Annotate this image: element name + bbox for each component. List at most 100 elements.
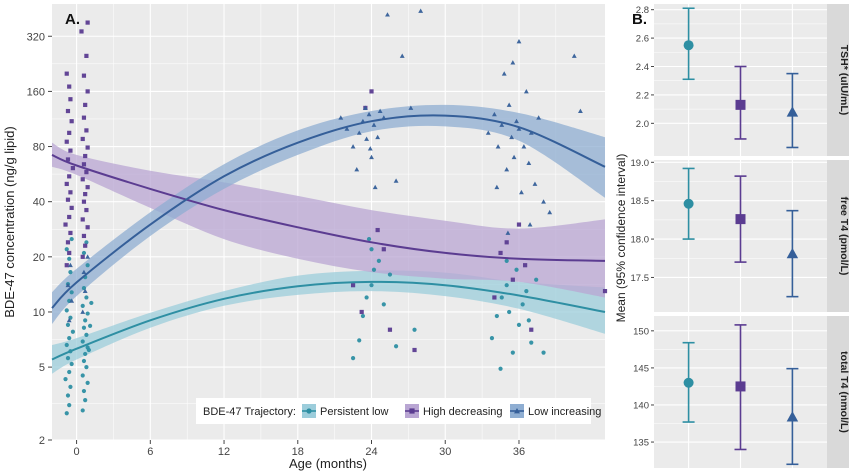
data-point-persistent-low: [357, 338, 362, 343]
data-point-high-decreasing: [516, 222, 522, 227]
data-point-persistent-low: [498, 366, 503, 371]
data-point-persistent-low: [64, 308, 69, 313]
facet-y-tick-label: 150: [633, 326, 649, 337]
panel-a-tag: A.: [65, 11, 80, 28]
panel-b: B. Mean (95% confidence interval) TSH* (…: [614, 4, 850, 468]
data-point-persistent-low: [510, 350, 515, 355]
data-point-persistent-low: [67, 369, 72, 375]
data-point-low-increasing: [362, 105, 368, 110]
data-point-low-increasing: [504, 167, 510, 172]
data-point-high-decreasing: [492, 295, 497, 300]
data-point-low-increasing: [526, 160, 532, 165]
data-point-persistent-low: [67, 403, 72, 408]
x-tick-label: 36: [513, 446, 525, 458]
data-point-low-increasing: [81, 269, 87, 275]
data-point-low-increasing: [372, 184, 378, 190]
data-point-high-decreasing: [67, 250, 72, 256]
x-tick-label: 6: [147, 446, 153, 458]
y-tick-label: 20: [33, 252, 45, 264]
panel-a-y-ticks: 2 5 10 20 40 80 160 320: [27, 31, 52, 447]
y-tick-label: 10: [33, 307, 45, 319]
facet-strip: [827, 4, 849, 156]
facet-strip-label: total T4 (nmol/L): [838, 351, 850, 433]
data-point-high-decreasing: [85, 89, 90, 94]
data-point-low-increasing: [371, 122, 377, 127]
data-point-high-decreasing: [63, 222, 68, 227]
panel-a-confidence-bands: [52, 104, 605, 374]
data-point-persistent-low: [81, 388, 87, 394]
data-point-high-decreasing: [67, 174, 72, 179]
data-point-persistent-low: [83, 318, 88, 323]
error-bar-low-increasing: [786, 367, 799, 466]
data-point-persistent-low: [381, 302, 386, 307]
data-point-high-decreasing: [602, 288, 608, 294]
data-point-low-increasing: [65, 282, 71, 288]
data-point-low-increasing: [485, 130, 491, 135]
data-point-high-decreasing: [68, 190, 73, 195]
data-point-low-increasing: [516, 126, 522, 131]
data-point-low-increasing: [350, 144, 356, 149]
facet-y-tick-label: 18.5: [631, 196, 650, 207]
data-point-high-decreasing: [412, 347, 417, 353]
data-point-high-decreasing: [85, 20, 90, 25]
data-point-high-decreasing: [81, 115, 87, 120]
data-point-persistent-low: [85, 311, 90, 316]
data-point-persistent-low: [376, 258, 381, 264]
data-point-high-decreasing: [523, 263, 528, 268]
data-point-persistent-low: [364, 295, 369, 300]
data-point-persistent-low: [84, 295, 89, 300]
data-point-high-decreasing: [504, 240, 509, 245]
data-point-persistent-low: [350, 355, 356, 361]
data-point-persistent-low: [369, 247, 374, 252]
data-point-high-decreasing: [68, 97, 73, 102]
data-point-persistent-low: [70, 329, 75, 334]
data-point-low-increasing: [505, 230, 511, 235]
data-point-low-increasing: [369, 154, 374, 160]
data-point-high-decreasing: [81, 73, 87, 78]
y-tick-label: 160: [27, 86, 45, 98]
legend-key-marker: [306, 408, 312, 414]
data-point-high-decreasing: [79, 29, 84, 34]
data-point-low-increasing: [408, 105, 414, 110]
data-point-low-increasing: [344, 126, 350, 131]
fit-line-high-decreasing: [51, 153, 606, 262]
data-point-persistent-low: [80, 303, 85, 308]
error-bar-high-decreasing: [734, 324, 747, 451]
data-point-low-increasing: [495, 144, 501, 149]
data-point-high-decreasing: [64, 139, 69, 144]
data-point-high-decreasing: [67, 130, 72, 135]
data-point-persistent-low: [83, 398, 88, 403]
data-point-persistent-low: [65, 322, 71, 327]
y-tick-label: 5: [39, 362, 45, 374]
data-point-high-decreasing: [64, 263, 69, 268]
data-point-high-decreasing: [83, 102, 88, 108]
data-point-persistent-low: [529, 340, 534, 345]
error-bar-low-increasing: [786, 72, 799, 149]
data-point-persistent-low: [387, 272, 393, 277]
x-tick-label: 24: [365, 446, 377, 458]
data-point-persistent-low: [69, 236, 74, 242]
data-point-low-increasing: [491, 111, 497, 117]
data-point-persistent-low: [69, 361, 74, 367]
data-point-low-increasing: [356, 130, 362, 135]
data-point-persistent-low: [69, 290, 74, 295]
data-point-high-decreasing: [67, 84, 72, 89]
data-point-high-decreasing: [85, 225, 90, 230]
x-tick-label: 30: [439, 446, 451, 458]
legend-box: [196, 398, 591, 424]
data-point-low-increasing: [338, 115, 344, 120]
data-point-high-decreasing: [375, 227, 380, 233]
data-point-high-decreasing: [381, 247, 386, 252]
y-tick-label: 320: [27, 31, 45, 43]
data-point-high-decreasing: [510, 277, 515, 282]
data-point-high-decreasing: [84, 207, 89, 213]
data-point-persistent-low: [504, 258, 509, 264]
data-point-persistent-low: [369, 283, 374, 288]
data-point-high-decreasing: [83, 243, 88, 248]
data-point-persistent-low: [83, 351, 88, 357]
data-point-low-increasing: [85, 254, 91, 259]
y-axis-label: BDE-47 concentration (ng/g lipid): [2, 126, 17, 318]
data-point-high-decreasing: [85, 145, 90, 150]
fit-line-persistent-low: [51, 280, 606, 361]
